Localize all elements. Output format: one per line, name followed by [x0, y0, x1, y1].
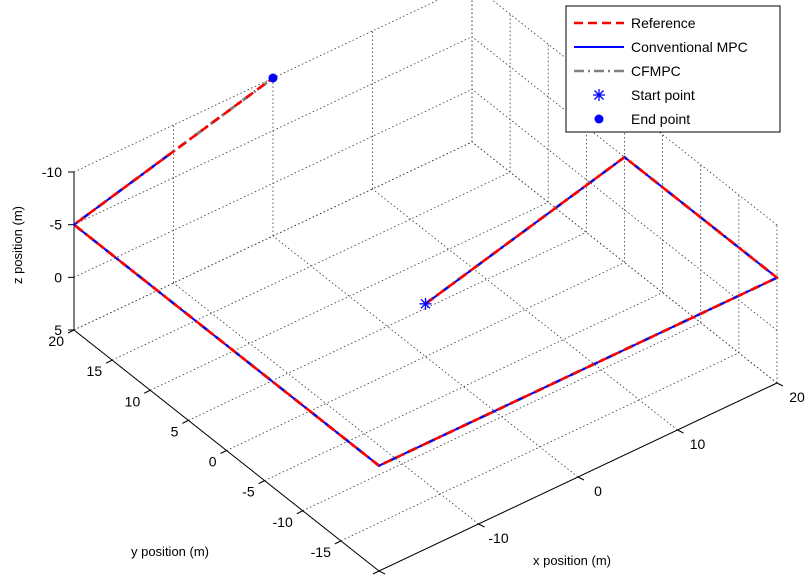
legend-box — [565, 5, 781, 133]
x-tick-label: 0 — [594, 483, 602, 499]
x-tick-mark — [478, 523, 485, 528]
z-tick-label: 5 — [54, 322, 62, 338]
z-axis-label: z position (m) — [10, 206, 25, 284]
grid-line-floor-y — [340, 352, 740, 542]
y-tick-label: 20 — [48, 333, 64, 349]
series-cfmpc-line — [72, 76, 779, 468]
x-tick-mark — [577, 476, 585, 481]
grid-line-back-z — [73, 141, 473, 331]
x-axis-label: x position (m) — [533, 553, 611, 568]
grid-line-side-z — [491, 0, 778, 226]
legend-swatch-end-point — [594, 114, 604, 124]
grid-line-side-z — [471, 141, 778, 384]
y-tick-mark — [334, 540, 342, 545]
y-tick-mark — [296, 510, 303, 515]
y-tick-label: -10 — [273, 514, 293, 530]
end-point-marker — [268, 73, 278, 83]
x-tick-mark — [677, 429, 684, 434]
y-tick-label: -15 — [311, 544, 331, 560]
x-tick-mark — [378, 570, 386, 575]
legend-label: CFMPC — [631, 63, 681, 79]
grid-line-floor-y — [264, 292, 663, 481]
x-tick-label: 10 — [690, 436, 706, 452]
y-tick-label: 5 — [171, 423, 179, 439]
axes — [67, 171, 784, 575]
grid-line-floor-x — [173, 282, 479, 525]
y-tick-label: 15 — [87, 363, 103, 379]
y-tick-mark — [182, 419, 189, 424]
x-tick-label: 20 — [789, 389, 805, 405]
legend-asterisk-stroke — [594, 90, 604, 100]
grid-line-floor-y — [111, 171, 511, 361]
start-point-stroke — [420, 298, 431, 309]
z-tick-label: 0 — [54, 269, 62, 285]
grid-line-floor-y — [188, 232, 587, 421]
grid-line-floor-y — [226, 262, 625, 451]
legend-entry: Reference — [574, 15, 696, 31]
grid-line-side-z — [471, 89, 778, 331]
legend-entry: Conventional MPC — [574, 39, 748, 55]
grid-line-floor-x — [372, 188, 678, 431]
y-tick-mark — [220, 450, 227, 454]
legend-swatch-start-point — [593, 89, 605, 101]
y-tick-label: 0 — [209, 454, 217, 470]
grid-line-back-z — [73, 88, 473, 278]
grid-line-floor-x — [272, 235, 579, 478]
x-tick-mark — [776, 382, 784, 387]
legend-label: Conventional MPC — [631, 39, 748, 55]
x-tick-label: -10 — [488, 530, 508, 546]
y-tick-mark — [144, 389, 151, 394]
y-axis-label: y position (m) — [131, 544, 209, 559]
y-tick-mark — [372, 570, 380, 575]
y-tick-mark — [258, 480, 265, 485]
legend-label: Start point — [631, 87, 695, 103]
legend-label: End point — [631, 111, 690, 127]
grid-line-floor-y — [302, 322, 701, 512]
grid-line-floor-y — [150, 201, 549, 391]
y-tick-mark — [105, 359, 113, 364]
legend-entry: CFMPC — [574, 63, 681, 79]
y-tick-label: -5 — [242, 484, 255, 500]
legend: Reference Conventional MPC CFMPC Start poin… — [565, 5, 781, 133]
legend-entry: Start point — [593, 87, 695, 103]
series-reference-line — [72, 76, 779, 467]
y-tick-label: 10 — [125, 393, 141, 409]
z-tick-label: -10 — [42, 164, 62, 180]
legend-label: Reference — [631, 15, 696, 31]
series-layer — [72, 73, 779, 468]
z-tick-label: -5 — [50, 217, 63, 233]
start-point-marker — [419, 297, 432, 310]
grid-line-back-z — [73, 0, 440, 173]
grid-line-back-z — [73, 36, 473, 226]
legend-entry: End point — [594, 111, 690, 127]
